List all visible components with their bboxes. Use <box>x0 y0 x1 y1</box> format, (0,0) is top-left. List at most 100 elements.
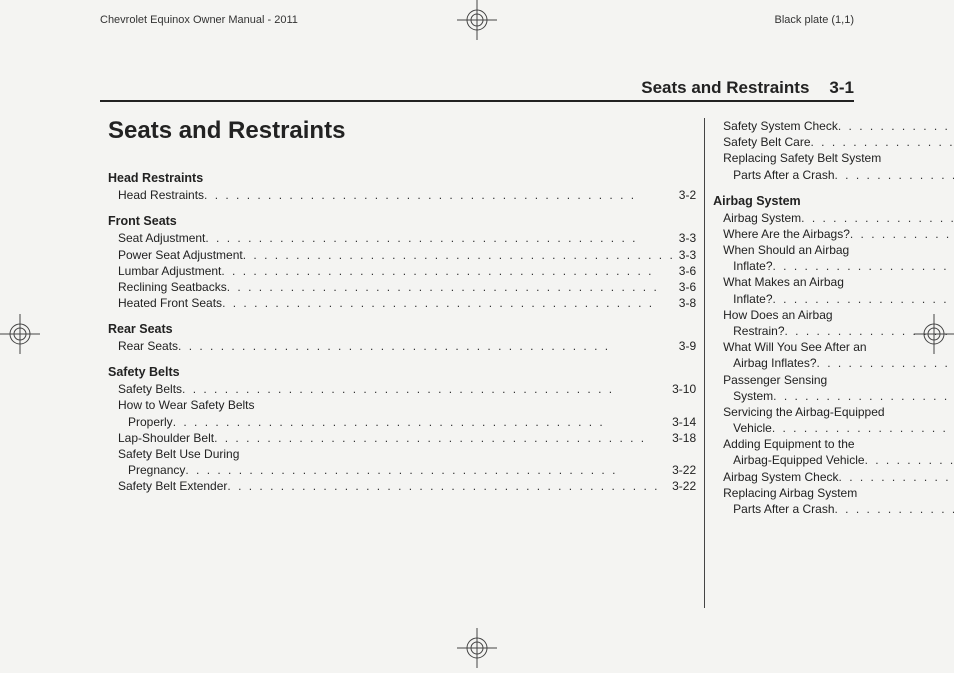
toc-entry-label: Passenger Sensing <box>723 372 954 388</box>
toc-entry-label: How to Wear Safety Belts <box>118 397 696 413</box>
toc-entry-continuation: Airbag-Equipped Vehicle3-36 <box>713 452 954 468</box>
toc-entry-continuation: Pregnancy3-22 <box>108 462 696 478</box>
toc-leader-dots <box>817 355 954 371</box>
toc-entry: Lap-Shoulder Belt 3-18 <box>108 430 696 446</box>
toc-leader-dots <box>204 187 675 203</box>
toc-entry-label: Power Seat Adjustment <box>118 247 243 263</box>
toc-section-heading: Airbag System <box>713 193 954 210</box>
toc-entry: When Should an Airbag <box>713 242 954 258</box>
toc-entry-label: Servicing the Airbag-Equipped <box>723 404 954 420</box>
toc-entry: Where Are the Airbags?3-26 <box>713 226 954 242</box>
toc-entry-label: Airbag-Equipped Vehicle <box>733 452 864 468</box>
toc-entry-continuation: Parts After a Crash3-37 <box>713 501 954 517</box>
toc-entry-label: Vehicle <box>733 420 772 436</box>
toc-leader-dots <box>227 279 675 295</box>
registration-mark-left <box>0 314 40 354</box>
toc-entry-label: Parts After a Crash <box>733 501 834 517</box>
toc-entry-label: Airbag Inflates? <box>733 355 816 371</box>
running-head-page: 3-1 <box>829 78 854 98</box>
toc-entry-label: Where Are the Airbags? <box>723 226 850 242</box>
toc-entry-label: Parts After a Crash <box>733 167 834 183</box>
toc-entry-label: How Does an Airbag <box>723 307 954 323</box>
toc-entry: Passenger Sensing <box>713 372 954 388</box>
toc-entry-page: 3-10 <box>668 381 696 397</box>
toc-entry: Airbag System Check3-37 <box>713 469 954 485</box>
toc-entry: Safety Belt Extender3-22 <box>108 478 696 494</box>
toc-entry-label: Safety Belt Extender <box>118 478 227 494</box>
toc-entry-continuation: Parts After a Crash3-23 <box>713 167 954 183</box>
toc-leader-dots <box>205 230 674 246</box>
toc-entry: How to Wear Safety Belts <box>108 397 696 413</box>
toc-entry-label: What Makes an Airbag <box>723 274 954 290</box>
toc-leader-dots <box>838 118 954 134</box>
toc-leader-dots <box>227 478 668 494</box>
toc-entry-label: Head Restraints <box>118 187 204 203</box>
toc-columns: Seats and Restraints Head RestraintsHead… <box>100 118 854 608</box>
toc-entry-label: Replacing Safety Belt System <box>723 150 954 166</box>
toc-leader-dots <box>243 247 675 263</box>
toc-entry: Servicing the Airbag-Equipped <box>713 404 954 420</box>
toc-leader-dots <box>173 414 668 430</box>
toc-entry-label: When Should an Airbag <box>723 242 954 258</box>
toc-entry-label: Safety Belts <box>118 381 182 397</box>
toc-leader-dots <box>214 430 668 446</box>
toc-leader-dots <box>801 210 954 226</box>
toc-entry-label: Safety Belt Care <box>723 134 810 150</box>
toc-entry: Replacing Safety Belt System <box>713 150 954 166</box>
toc-entry-continuation: System3-31 <box>713 388 954 404</box>
toc-leader-dots <box>839 469 954 485</box>
toc-entry-label: Properly <box>128 414 173 430</box>
toc-entry-label: Heated Front Seats <box>118 295 222 311</box>
toc-entry-page: 3-18 <box>668 430 696 446</box>
toc-entry: Safety System Check3-22 <box>713 118 954 134</box>
toc-entry-label: Lumbar Adjustment <box>118 263 221 279</box>
toc-entry: Head Restraints3-2 <box>108 187 696 203</box>
toc-column-1: Seats and Restraints Head RestraintsHead… <box>100 118 704 608</box>
toc-entry-page: 3-9 <box>675 338 696 354</box>
toc-section-heading: Head Restraints <box>108 170 696 187</box>
toc-entry: Heated Front Seats 3-8 <box>108 295 696 311</box>
toc-leader-dots <box>811 134 954 150</box>
toc-entry: Safety Belts 3-10 <box>108 381 696 397</box>
toc-entry: Safety Belt Use During <box>108 446 696 462</box>
toc-entry-label: Airbag System Check <box>723 469 838 485</box>
toc-entry-label: Safety System Check <box>723 118 838 134</box>
toc-entry-label: Lap-Shoulder Belt <box>118 430 214 446</box>
toc-entry-page: 3-3 <box>675 247 696 263</box>
print-header: Chevrolet Equinox Owner Manual - 2011 Bl… <box>100 14 854 26</box>
toc-entry-continuation: Inflate?3-27 <box>713 258 954 274</box>
header-rule <box>100 100 854 102</box>
toc-entry: Safety Belt Care3-23 <box>713 134 954 150</box>
toc-entry-label: Rear Seats <box>118 338 178 354</box>
toc-entry-page: 3-3 <box>675 230 696 246</box>
toc-entry: How Does an Airbag <box>713 307 954 323</box>
toc-leader-dots <box>785 323 954 339</box>
toc-leader-dots <box>185 462 668 478</box>
toc-entry-label: Restrain? <box>733 323 784 339</box>
toc-leader-dots <box>221 263 674 279</box>
toc-entry-page: 3-8 <box>675 295 696 311</box>
toc-leader-dots <box>222 295 675 311</box>
toc-entry-page: 3-14 <box>668 414 696 430</box>
toc-entry-continuation: Properly 3-14 <box>108 414 696 430</box>
toc-entry-label: Adding Equipment to the <box>723 436 954 452</box>
toc-leader-dots <box>865 452 954 468</box>
header-left: Chevrolet Equinox Owner Manual - 2011 <box>100 14 298 26</box>
toc-entry: Lumbar Adjustment3-6 <box>108 263 696 279</box>
toc-entry-label: Replacing Airbag System <box>723 485 954 501</box>
registration-mark-bottom <box>457 628 497 668</box>
toc-leader-dots <box>835 501 954 517</box>
toc-entry-page: 3-22 <box>668 462 696 478</box>
toc-entry-label: System <box>733 388 773 404</box>
toc-leader-dots <box>178 338 675 354</box>
running-head-section: Seats and Restraints <box>641 78 809 98</box>
toc-entry: Rear Seats 3-9 <box>108 338 696 354</box>
toc-entry-continuation: Restrain?3-29 <box>713 323 954 339</box>
toc-section-heading: Safety Belts <box>108 364 696 381</box>
toc-leader-dots <box>773 388 954 404</box>
toc-entry: What Will You See After an <box>713 339 954 355</box>
toc-entry-label: Airbag System <box>723 210 801 226</box>
toc-section-heading: Front Seats <box>108 213 696 230</box>
toc-entry: Seat Adjustment3-3 <box>108 230 696 246</box>
page: Chevrolet Equinox Owner Manual - 2011 Bl… <box>0 0 954 668</box>
